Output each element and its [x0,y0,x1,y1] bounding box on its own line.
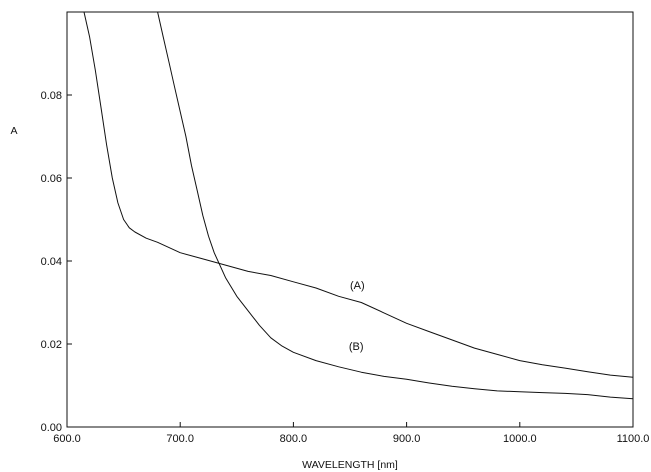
x-axis-label: WAVELENGTH [nm] [302,459,398,471]
y-axis-label: A [10,125,17,137]
x-tick-label: 600.0 [53,433,81,445]
x-tick-label: 1100.0 [617,433,650,445]
y-tick-label: 0.06 [41,173,62,185]
series-line [157,11,634,400]
x-tick-label: 700.0 [166,433,194,445]
y-axis-ticks: 0.00 0.02 0.04 0.06 0.08 [41,90,72,434]
curve-labels: (A) (B) [349,280,365,353]
y-tick-label: 0.00 [41,422,62,434]
x-tick-label: 1000.0 [503,433,537,445]
series-line [83,11,634,378]
y-tick-label: 0.02 [41,339,62,351]
series-label: (B) [349,341,364,353]
series-label: (A) [350,280,365,292]
x-tick-label: 900.0 [393,433,421,445]
plot-frame [66,11,634,428]
x-axis-ticks: 600.0 700.0 800.0 900.0 1000.0 1100.0 [53,422,649,445]
y-tick-label: 0.04 [41,256,62,268]
x-tick-label: 800.0 [280,433,308,445]
y-tick-label: 0.08 [41,90,62,102]
series-layer [83,11,634,400]
